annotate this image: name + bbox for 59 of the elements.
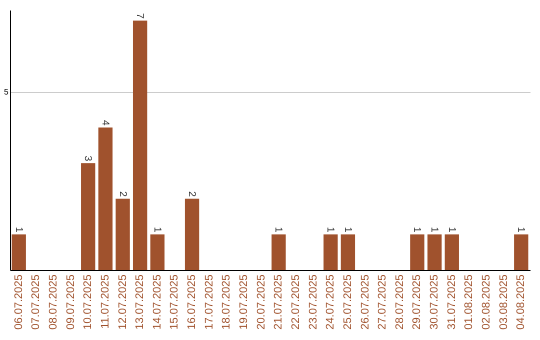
bar xyxy=(81,163,96,270)
bar xyxy=(150,234,165,270)
bar xyxy=(410,234,424,270)
x-tick-label: 18.07.2025 xyxy=(220,274,233,330)
data-label: 3 xyxy=(82,156,94,162)
data-label: 1 xyxy=(411,226,422,233)
x-tick-label: 22.07.2025 xyxy=(290,274,302,330)
data-label: 2 xyxy=(116,191,128,198)
data-label: 4 xyxy=(99,120,110,126)
bar xyxy=(427,234,442,270)
x-tick-label: 25.07.2025 xyxy=(342,274,354,330)
x-tick-label: 17.07.2025 xyxy=(203,274,216,330)
data-label: 1 xyxy=(151,226,162,233)
data-label: 1 xyxy=(272,226,284,233)
x-tick-label: 14.07.2025 xyxy=(151,274,164,330)
data-label: 7 xyxy=(134,13,146,20)
x-tick-label: 29.07.2025 xyxy=(411,274,424,330)
x-tick-label: 11.07.2025 xyxy=(99,274,112,329)
x-tick-label: 31.07.2025 xyxy=(446,274,458,330)
x-tick-label: 15.07.2025 xyxy=(168,274,181,330)
x-tick-label: 21.07.2025 xyxy=(272,274,285,330)
bar xyxy=(272,234,286,270)
x-tick-label: 24.07.2025 xyxy=(324,274,337,330)
x-tick-label: 16.07.2025 xyxy=(186,274,198,330)
bar xyxy=(340,234,356,270)
x-tick-label: 13.07.2025 xyxy=(134,274,146,330)
bar xyxy=(132,20,148,270)
bar xyxy=(184,198,200,270)
x-tick-label: 23.07.2025 xyxy=(307,274,320,330)
x-tick-label: 03.08.2025 xyxy=(498,274,510,330)
data-label: 2 xyxy=(186,191,198,198)
data-label: 1 xyxy=(12,226,24,233)
data-label: 1 xyxy=(342,226,353,233)
x-tick-label: 07.07.2025 xyxy=(30,274,42,330)
x-tick-label: 10.07.2025 xyxy=(82,274,94,330)
x-tick-label: 06.07.2025 xyxy=(12,274,25,330)
bar xyxy=(98,128,113,270)
data-label: 1 xyxy=(324,226,336,233)
x-tick-label: 28.07.2025 xyxy=(394,274,406,330)
x-tick-label: 01.08.2025 xyxy=(463,274,476,330)
x-tick-label: 02.08.2025 xyxy=(480,274,493,330)
bar xyxy=(324,234,338,270)
x-tick-label: 04.08.2025 xyxy=(515,274,528,330)
x-tick-label: 27.07.2025 xyxy=(376,274,389,330)
bar xyxy=(116,198,130,270)
x-tick-label: 26.07.2025 xyxy=(359,274,372,330)
x-tick-label: 08.07.2025 xyxy=(47,274,60,330)
bar xyxy=(514,234,528,270)
x-tick-label: 30.07.2025 xyxy=(428,274,441,330)
data-label: 1 xyxy=(446,226,457,233)
bar xyxy=(12,234,26,270)
bar xyxy=(444,234,459,270)
y-tick-label: 5 xyxy=(4,87,10,96)
data-label: 1 xyxy=(515,226,526,233)
x-tick-label: 20.07.2025 xyxy=(255,274,268,330)
data-label: 1 xyxy=(428,226,440,233)
x-tick-label: 19.07.2025 xyxy=(238,274,250,330)
x-tick-label: 09.07.2025 xyxy=(64,274,77,330)
x-tick-label: 12.07.2025 xyxy=(116,274,129,330)
